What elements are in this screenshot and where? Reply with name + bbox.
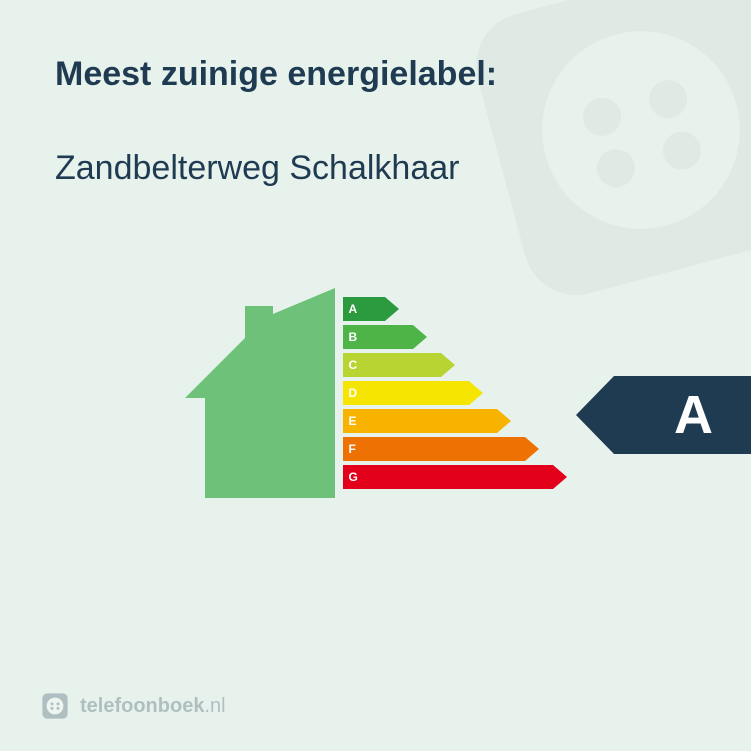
energy-bar-d: D <box>343 381 567 405</box>
energy-bar-c: C <box>343 353 567 377</box>
energy-bar-label: G <box>343 465 553 489</box>
energy-bar-label: C <box>343 353 441 377</box>
chevron-right-icon <box>385 297 399 321</box>
chevron-right-icon <box>553 465 567 489</box>
energy-bar-label: E <box>343 409 497 433</box>
energy-bar-label: F <box>343 437 525 461</box>
footer-brand-name: telefoonboek <box>80 695 204 717</box>
rating-value: A <box>674 384 713 446</box>
footer: telefoonboek.nl <box>40 691 226 721</box>
chevron-right-icon <box>469 381 483 405</box>
energy-bars: ABCDEFG <box>343 297 567 489</box>
page-subtitle: Zandbelterweg Schalkhaar <box>55 149 696 188</box>
house-icon <box>185 288 335 498</box>
chevron-right-icon <box>525 437 539 461</box>
energy-bar-g: G <box>343 465 567 489</box>
energy-bar-f: F <box>343 437 567 461</box>
chevron-right-icon <box>441 353 455 377</box>
energy-bar-a: A <box>343 297 567 321</box>
footer-logo-icon <box>40 691 70 721</box>
chevron-right-icon <box>413 325 427 349</box>
chevron-right-icon <box>497 409 511 433</box>
energy-bar-label: B <box>343 325 413 349</box>
energy-bar-e: E <box>343 409 567 433</box>
footer-brand-tld: .nl <box>204 695 225 717</box>
footer-brand: telefoonboek.nl <box>80 695 226 718</box>
rating-badge: A <box>614 376 751 454</box>
energy-bar-label: D <box>343 381 469 405</box>
energy-diagram: ABCDEFG <box>185 288 567 498</box>
energy-bar-b: B <box>343 325 567 349</box>
page-title: Meest zuinige energielabel: <box>55 55 696 94</box>
energy-bar-label: A <box>343 297 385 321</box>
